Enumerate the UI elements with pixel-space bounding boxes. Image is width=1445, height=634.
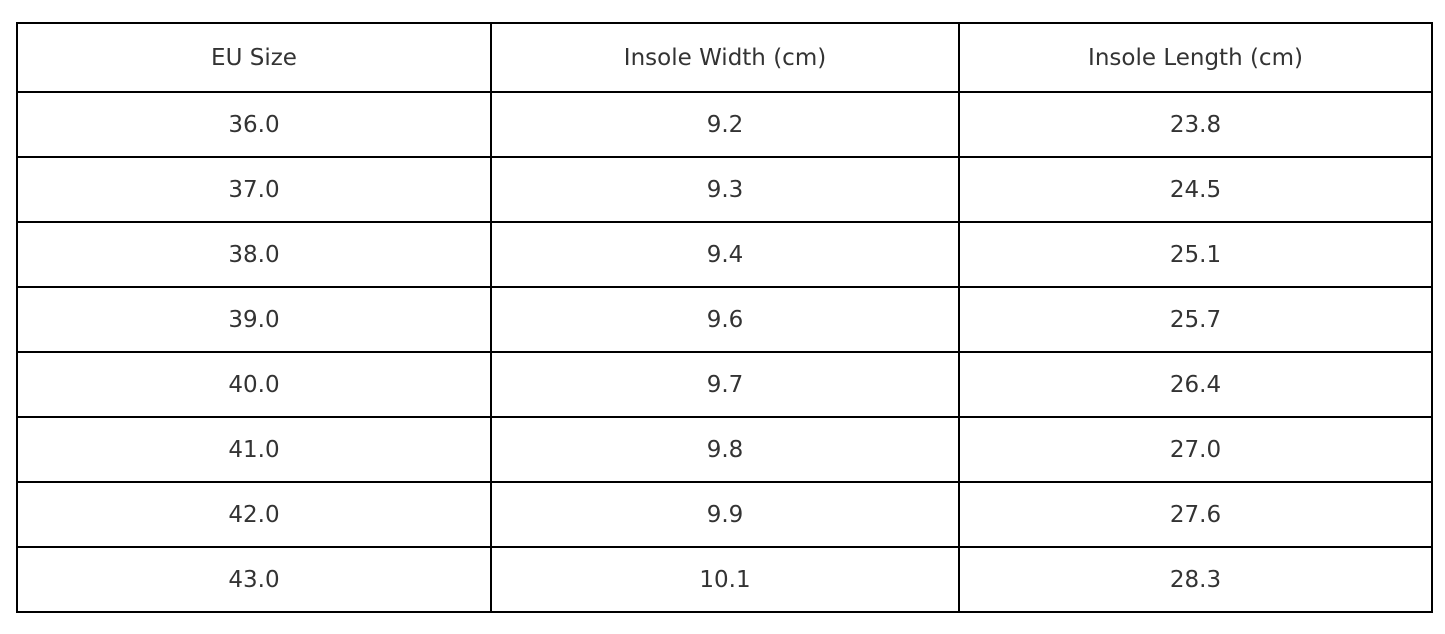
cell-insole-length: 23.8 <box>958 91 1433 158</box>
header-row: EU Size Insole Width (cm) Insole Length … <box>16 22 1433 93</box>
table-row: 42.0 9.9 27.6 <box>16 481 1433 548</box>
table-row: 36.0 9.2 23.8 <box>16 91 1433 158</box>
cell-eu-size: 39.0 <box>16 286 492 353</box>
cell-eu-size: 37.0 <box>16 156 492 223</box>
cell-eu-size: 43.0 <box>16 546 492 613</box>
cell-insole-length: 27.6 <box>958 481 1433 548</box>
cell-insole-width: 9.6 <box>490 286 960 353</box>
table-row: 40.0 9.7 26.4 <box>16 351 1433 418</box>
cell-insole-width: 9.7 <box>490 351 960 418</box>
cell-insole-length: 24.5 <box>958 156 1433 223</box>
column-header-insole-width: Insole Width (cm) <box>490 22 960 93</box>
table-row: 37.0 9.3 24.5 <box>16 156 1433 223</box>
cell-eu-size: 42.0 <box>16 481 492 548</box>
cell-insole-width: 9.9 <box>490 481 960 548</box>
cell-eu-size: 41.0 <box>16 416 492 483</box>
table-row: 38.0 9.4 25.1 <box>16 221 1433 288</box>
cell-insole-width: 9.4 <box>490 221 960 288</box>
cell-insole-width: 9.3 <box>490 156 960 223</box>
cell-insole-length: 28.3 <box>958 546 1433 613</box>
table-row: 43.0 10.1 28.3 <box>16 546 1433 613</box>
cell-eu-size: 36.0 <box>16 91 492 158</box>
cell-eu-size: 40.0 <box>16 351 492 418</box>
column-header-eu-size: EU Size <box>16 22 492 93</box>
cell-insole-width: 9.2 <box>490 91 960 158</box>
cell-insole-length: 26.4 <box>958 351 1433 418</box>
table-row: 39.0 9.6 25.7 <box>16 286 1433 353</box>
cell-insole-length: 25.7 <box>958 286 1433 353</box>
cell-insole-width: 9.8 <box>490 416 960 483</box>
cell-eu-size: 38.0 <box>16 221 492 288</box>
table-row: 41.0 9.8 27.0 <box>16 416 1433 483</box>
shoe-size-chart-table: EU Size Insole Width (cm) Insole Length … <box>16 22 1433 613</box>
cell-insole-length: 27.0 <box>958 416 1433 483</box>
cell-insole-width: 10.1 <box>490 546 960 613</box>
cell-insole-length: 25.1 <box>958 221 1433 288</box>
column-header-insole-length: Insole Length (cm) <box>958 22 1433 93</box>
